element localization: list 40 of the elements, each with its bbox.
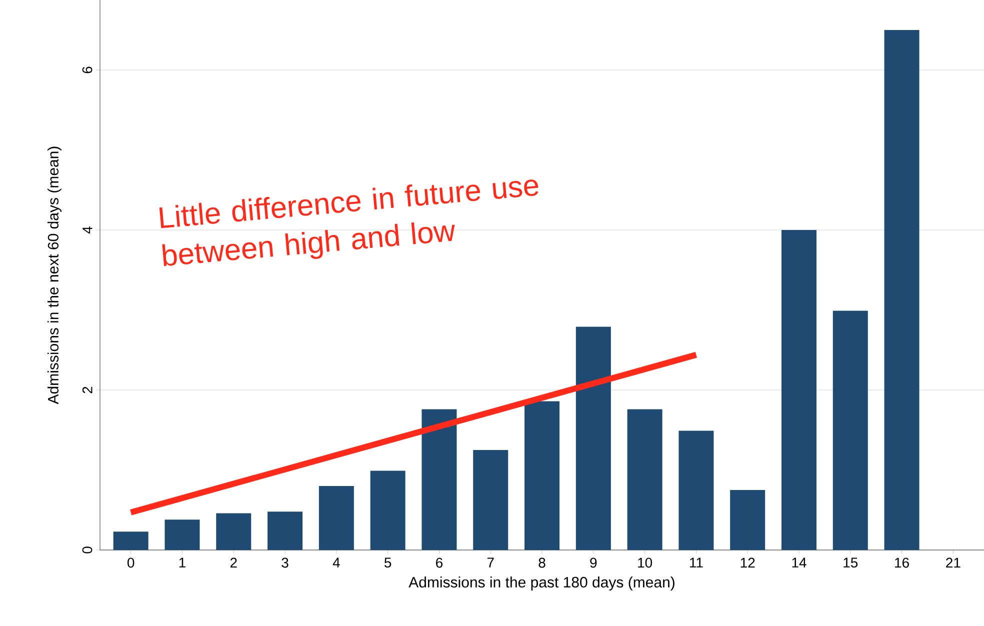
bar: [370, 470, 406, 550]
bar: [678, 430, 714, 550]
x-tick-label: 16: [895, 558, 909, 568]
x-tick-label: 14: [792, 558, 806, 568]
x-tick-label: 10: [638, 558, 652, 568]
x-axis-title: Admissions in the past 180 days (mean): [408, 576, 674, 591]
bar: [318, 486, 354, 550]
bar: [113, 532, 148, 550]
y-axis-title: Admissions in the next 60 days (mean): [47, 146, 62, 404]
y-tick-label: 6: [82, 66, 92, 74]
bar: [627, 409, 662, 550]
bar: [164, 520, 200, 550]
bar: [268, 512, 303, 550]
bar: [730, 490, 766, 550]
bar: [524, 401, 560, 550]
x-tick-label: 6: [436, 558, 442, 568]
x-tick-label: 11: [690, 558, 703, 568]
bar: [473, 450, 508, 550]
x-tick-label: 15: [844, 558, 858, 568]
y-tick-label: 0: [82, 546, 92, 554]
x-tick-label: 2: [230, 558, 237, 568]
x-tick-label: 0: [127, 558, 134, 568]
x-tick-label: 8: [538, 558, 546, 568]
bar: [422, 409, 457, 550]
bar: [216, 513, 252, 550]
x-tick-label: 1: [179, 558, 186, 568]
x-tick-label: 3: [282, 558, 288, 568]
bar: [832, 310, 868, 550]
x-tick-label: 12: [740, 558, 755, 568]
y-tick-label: 2: [82, 386, 92, 394]
y-tick-label: 4: [82, 226, 92, 234]
bar: [884, 30, 920, 550]
x-tick-label: 7: [487, 558, 494, 568]
x-tick-label: 21: [946, 558, 960, 568]
x-tick-label: 5: [384, 558, 392, 568]
annotation: Little difference in future use between high and low: [159, 180, 538, 266]
bar: [781, 230, 816, 550]
bar: [576, 326, 611, 550]
x-tick-label: 9: [590, 558, 597, 568]
x-tick-label: 4: [332, 558, 340, 568]
